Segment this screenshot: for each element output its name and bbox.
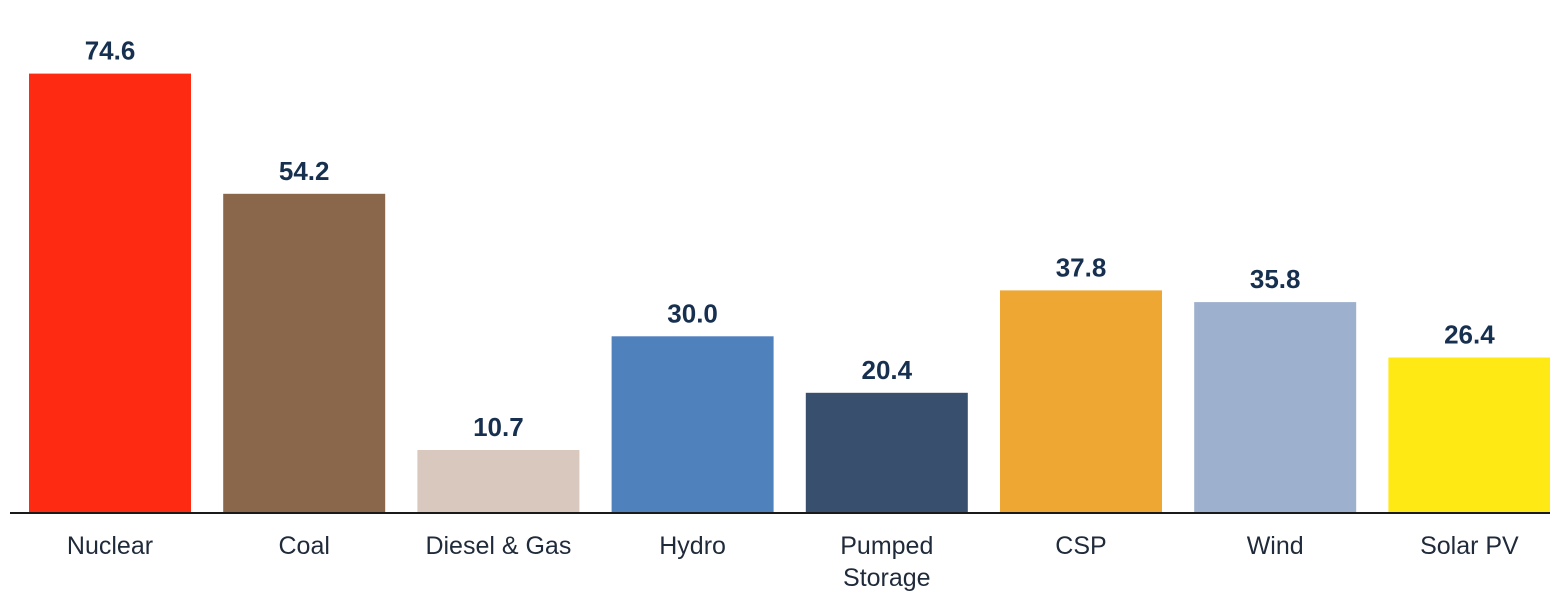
bars-group (29, 73, 1550, 514)
category-label-nuclear: Nuclear (67, 532, 153, 560)
bar-solar-pv (1388, 357, 1550, 513)
value-label-hydro: 30.0 (667, 298, 718, 328)
category-labels-group: Nuclear Coal Diesel & Gas Hydro Pumped Storag… (67, 532, 1519, 592)
value-label-coal: 54.2 (279, 156, 330, 186)
value-label-nuclear: 74.6 (85, 36, 136, 66)
bar-diesel-gas (417, 450, 580, 513)
bar-pumped-storage (805, 392, 968, 513)
bar-csp (1000, 290, 1162, 513)
category-label-solar-pv: Solar PV (1420, 532, 1519, 560)
category-label-diesel-gas: Diesel & Gas (425, 532, 571, 560)
bar-wind (1194, 302, 1357, 513)
bar-coal (223, 193, 386, 514)
category-label-csp: CSP (1055, 532, 1106, 560)
value-label-diesel-gas: 10.7 (473, 412, 524, 442)
value-label-pumped-storage: 20.4 (861, 355, 912, 385)
value-label-wind: 35.8 (1250, 264, 1301, 294)
value-labels-group: 74.6 54.2 10.7 30.0 20.4 37.8 35.8 26.4 (85, 36, 1496, 442)
bar-hydro (611, 336, 774, 513)
category-label-hydro: Hydro (659, 532, 726, 560)
category-label-wind: Wind (1247, 532, 1304, 560)
category-label-pumped-storage: Pumped Storage (840, 532, 933, 592)
value-label-solar-pv: 26.4 (1444, 320, 1495, 350)
value-label-csp: 37.8 (1056, 252, 1107, 282)
bar-nuclear (29, 73, 191, 513)
category-label-coal: Coal (278, 532, 329, 560)
